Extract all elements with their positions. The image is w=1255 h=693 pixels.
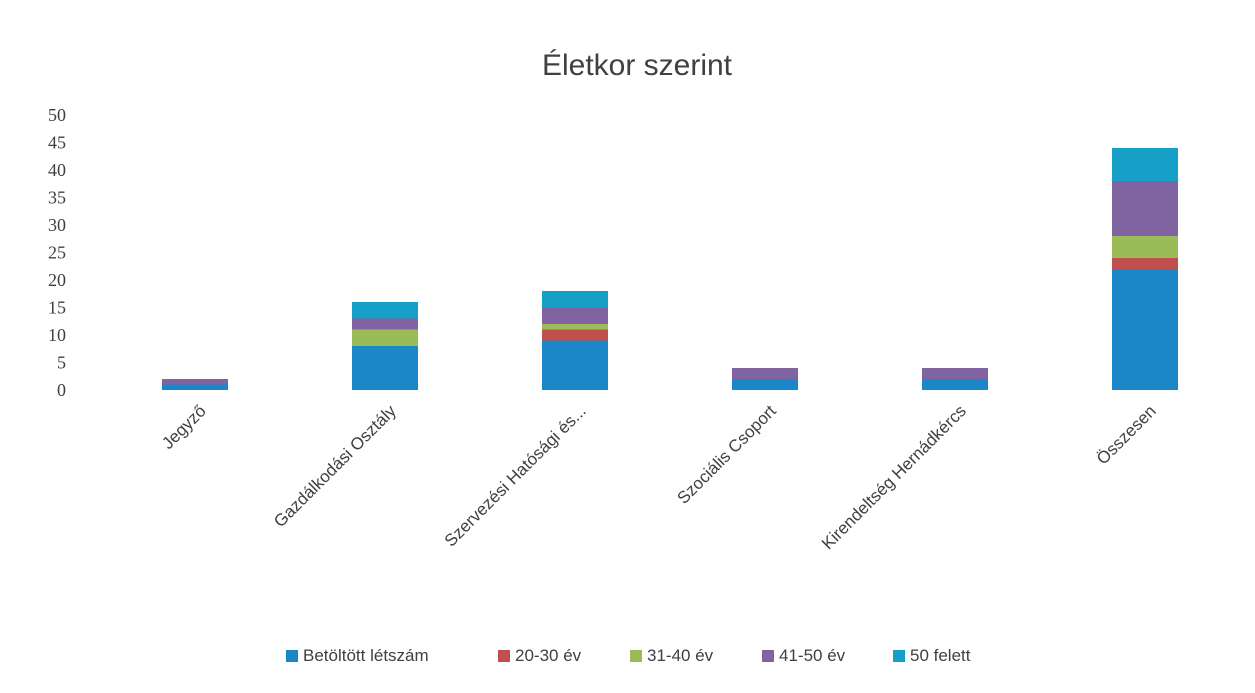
bar-segment	[352, 302, 418, 319]
bar-segment	[1112, 181, 1178, 236]
chart-title: Életkor szerint	[542, 49, 733, 82]
bar-segment	[732, 368, 798, 379]
bar-segment	[1112, 258, 1178, 269]
x-tick-label: Szociális Csoport	[674, 401, 780, 507]
x-tick-label: Gazdálkodási Osztály	[270, 401, 400, 531]
bar-segment	[352, 346, 418, 390]
legend-swatch	[893, 650, 905, 662]
bar-segment	[162, 379, 228, 385]
y-tick-label: 15	[48, 298, 66, 318]
y-tick-label: 10	[48, 325, 66, 345]
legend-label: 41-50 év	[779, 646, 846, 665]
x-tick-label: Szervezési Hatósági és...	[441, 401, 590, 550]
y-tick-label: 35	[48, 188, 66, 208]
y-tick-label: 0	[57, 380, 66, 400]
legend-label: 20-30 év	[515, 646, 582, 665]
y-tick-label: 20	[48, 270, 66, 290]
bar-segment	[542, 291, 608, 308]
legend-label: 31-40 év	[647, 646, 714, 665]
y-tick-label: 50	[48, 105, 66, 125]
bar-segment	[162, 384, 228, 390]
legend: Betöltött létszám 20-30 év 31-40 év 41-50 é…	[286, 646, 971, 665]
y-tick-label: 25	[48, 243, 66, 263]
legend-label: Betöltött létszám	[303, 646, 429, 665]
legend-swatch	[498, 650, 510, 662]
bar-segment	[542, 340, 608, 390]
legend-swatch	[762, 650, 774, 662]
y-tick-label: 45	[48, 133, 66, 153]
bar-segment	[922, 379, 988, 390]
bar-segment	[542, 329, 608, 341]
x-tick-label: Összesen	[1093, 401, 1160, 468]
legend-swatch	[286, 650, 298, 662]
bar-segment	[1112, 148, 1178, 181]
bar-segment	[542, 324, 608, 330]
legend-label: 50 felett	[910, 646, 971, 665]
bar-segment	[542, 307, 608, 324]
bar-segment	[1112, 236, 1178, 258]
bar-segment	[352, 329, 418, 346]
x-tick-label: Kirendeltség Hernádkércs	[818, 401, 970, 553]
bar-segment	[922, 368, 988, 379]
bar-segment	[1112, 269, 1178, 390]
y-tick-label: 5	[57, 353, 66, 373]
y-tick-label: 30	[48, 215, 66, 235]
y-tick-label: 40	[48, 160, 66, 180]
x-tick-label: Jegyző	[158, 401, 210, 453]
y-axis-ticks: 0 5 10 15 20 25 30 35 40 45 50	[48, 105, 66, 400]
bar-segment	[352, 318, 418, 330]
bar-segment	[732, 379, 798, 390]
legend-swatch	[630, 650, 642, 662]
x-axis-ticks: Jegyző Gazdálkodási Osztály Szervezési Hat…	[158, 401, 1160, 553]
bars	[162, 148, 1178, 390]
